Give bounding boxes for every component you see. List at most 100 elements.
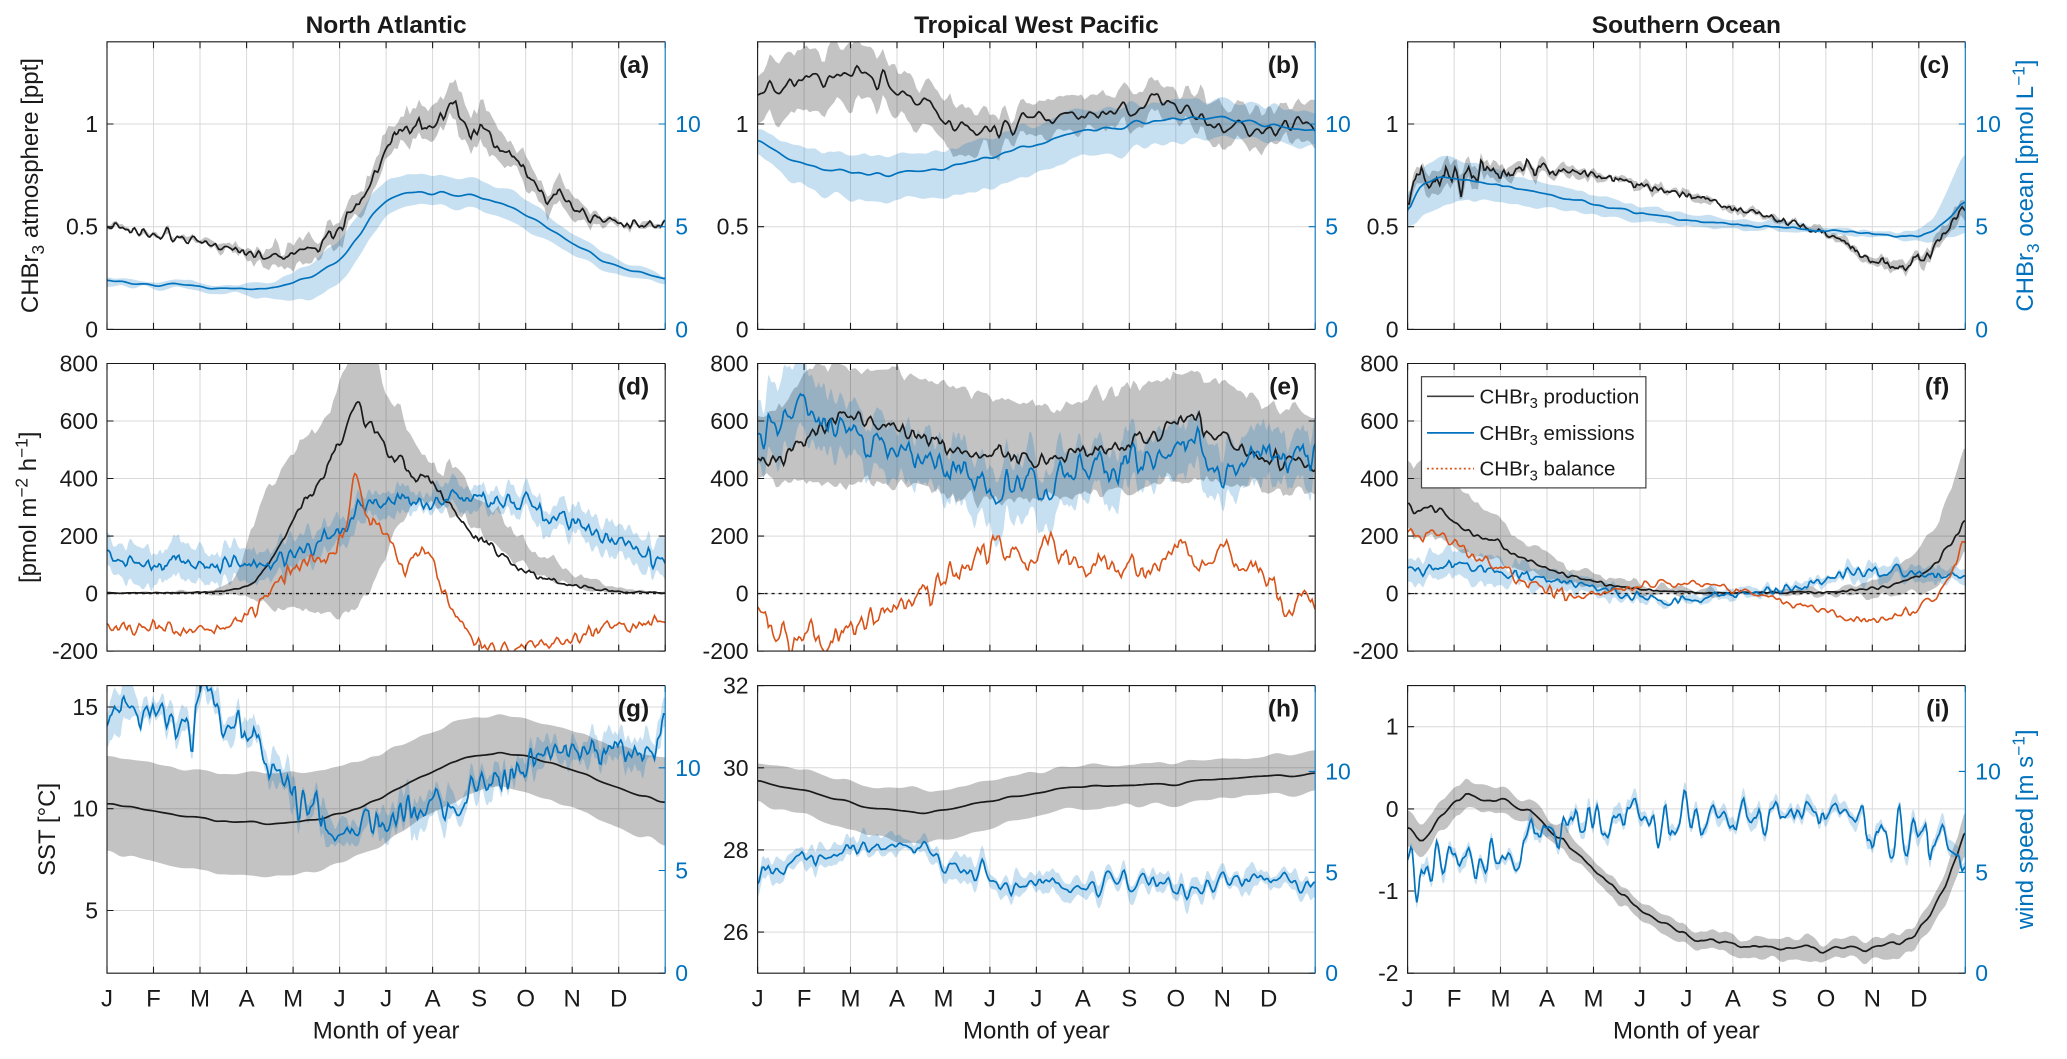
svg-text:400: 400 bbox=[710, 466, 748, 492]
svg-text:15: 15 bbox=[72, 694, 98, 720]
svg-text:(c): (c) bbox=[1919, 52, 1949, 79]
svg-text:M: M bbox=[190, 986, 210, 1013]
svg-text:J: J bbox=[984, 986, 996, 1013]
svg-text:10: 10 bbox=[675, 755, 701, 781]
svg-text:M: M bbox=[1491, 986, 1511, 1013]
svg-text:0: 0 bbox=[1325, 960, 1338, 986]
svg-text:(g): (g) bbox=[618, 696, 649, 723]
svg-text:0: 0 bbox=[85, 581, 98, 607]
svg-text:200: 200 bbox=[60, 523, 98, 549]
svg-text:(b): (b) bbox=[1268, 52, 1299, 79]
svg-text:O: O bbox=[1817, 986, 1836, 1013]
svg-text:32: 32 bbox=[723, 673, 749, 699]
svg-text:0.5: 0.5 bbox=[717, 214, 749, 240]
svg-text:CHBr3​ balance: CHBr3​ balance bbox=[1480, 458, 1616, 485]
svg-text:1: 1 bbox=[1386, 714, 1399, 740]
svg-text:[pmol m−2​ h−1​]: [pmol m−2​ h−1​] bbox=[12, 432, 42, 583]
svg-text:-2: -2 bbox=[1378, 960, 1398, 986]
svg-text:CHBr3​ ocean [pmol L−1​]: CHBr3​ ocean [pmol L−1​] bbox=[2009, 60, 2043, 312]
svg-text:800: 800 bbox=[1360, 351, 1398, 377]
svg-text:1: 1 bbox=[85, 111, 98, 137]
svg-text:400: 400 bbox=[60, 466, 98, 492]
svg-text:5: 5 bbox=[675, 858, 688, 884]
svg-text:D: D bbox=[610, 986, 627, 1013]
svg-text:0: 0 bbox=[675, 960, 688, 986]
svg-text:J: J bbox=[101, 986, 113, 1013]
svg-text:200: 200 bbox=[1360, 523, 1398, 549]
svg-text:O: O bbox=[1166, 986, 1185, 1013]
svg-text:0: 0 bbox=[85, 316, 98, 342]
svg-text:M: M bbox=[841, 986, 861, 1013]
svg-text:10: 10 bbox=[1975, 111, 2001, 137]
svg-text:30: 30 bbox=[723, 755, 749, 781]
svg-text:S: S bbox=[471, 986, 487, 1013]
svg-text:F: F bbox=[1447, 986, 1462, 1013]
svg-text:10: 10 bbox=[72, 796, 98, 822]
svg-text:D: D bbox=[1260, 986, 1277, 1013]
svg-text:(a): (a) bbox=[619, 52, 649, 79]
svg-text:M: M bbox=[283, 986, 303, 1013]
svg-text:0: 0 bbox=[1975, 960, 1988, 986]
svg-text:-1: -1 bbox=[1378, 878, 1398, 904]
svg-text:0: 0 bbox=[1325, 316, 1338, 342]
svg-text:J: J bbox=[1030, 986, 1042, 1013]
svg-text:(i): (i) bbox=[1926, 696, 1949, 723]
svg-text:N: N bbox=[1214, 986, 1231, 1013]
svg-text:D: D bbox=[1910, 986, 1927, 1013]
svg-text:J: J bbox=[1402, 986, 1414, 1013]
svg-text:5: 5 bbox=[1975, 859, 1988, 885]
svg-text:(d): (d) bbox=[618, 374, 649, 401]
svg-text:-200: -200 bbox=[52, 638, 98, 664]
svg-text:0.5: 0.5 bbox=[66, 214, 98, 240]
svg-text:600: 600 bbox=[60, 408, 98, 434]
svg-text:S: S bbox=[1771, 986, 1787, 1013]
svg-text:1: 1 bbox=[1386, 111, 1399, 137]
svg-text:S: S bbox=[1121, 986, 1137, 1013]
svg-text:J: J bbox=[380, 986, 392, 1013]
svg-text:10: 10 bbox=[675, 111, 701, 137]
svg-text:Month of year: Month of year bbox=[963, 1018, 1110, 1045]
svg-text:0: 0 bbox=[1386, 581, 1399, 607]
svg-text:800: 800 bbox=[60, 351, 98, 377]
svg-text:0.5: 0.5 bbox=[1367, 214, 1399, 240]
svg-text:Tropical West Pacific: Tropical West Pacific bbox=[914, 12, 1159, 39]
svg-text:0: 0 bbox=[1386, 796, 1399, 822]
svg-text:0: 0 bbox=[1386, 316, 1399, 342]
svg-text:5: 5 bbox=[1325, 859, 1338, 885]
svg-text:10: 10 bbox=[1975, 758, 2001, 784]
svg-text:SST [°C]: SST [°C] bbox=[34, 783, 61, 876]
svg-text:0: 0 bbox=[1975, 316, 1988, 342]
svg-text:-200: -200 bbox=[703, 638, 749, 664]
svg-text:J: J bbox=[752, 986, 764, 1013]
svg-text:10: 10 bbox=[1325, 758, 1351, 784]
svg-text:CHBr3​ atmosphere [ppt]: CHBr3​ atmosphere [ppt] bbox=[17, 58, 48, 313]
svg-text:CHBr3​ emissions: CHBr3​ emissions bbox=[1480, 422, 1635, 449]
svg-text:Southern Ocean: Southern Ocean bbox=[1592, 12, 1781, 39]
svg-text:800: 800 bbox=[710, 351, 748, 377]
svg-text:A: A bbox=[1075, 986, 1091, 1013]
svg-text:0: 0 bbox=[675, 316, 688, 342]
svg-text:M: M bbox=[934, 986, 954, 1013]
svg-text:N: N bbox=[564, 986, 581, 1013]
svg-text:400: 400 bbox=[1360, 466, 1398, 492]
svg-text:F: F bbox=[797, 986, 812, 1013]
svg-text:CHBr3​ production: CHBr3​ production bbox=[1480, 385, 1640, 412]
svg-text:5: 5 bbox=[675, 214, 688, 240]
svg-text:A: A bbox=[889, 986, 905, 1013]
svg-text:A: A bbox=[425, 986, 441, 1013]
svg-text:-200: -200 bbox=[1353, 638, 1399, 664]
svg-text:A: A bbox=[239, 986, 255, 1013]
svg-text:J: J bbox=[334, 986, 346, 1013]
svg-text:5: 5 bbox=[85, 898, 98, 924]
svg-text:28: 28 bbox=[723, 837, 749, 863]
svg-text:200: 200 bbox=[710, 523, 748, 549]
svg-text:26: 26 bbox=[723, 919, 749, 945]
svg-text:5: 5 bbox=[1325, 214, 1338, 240]
svg-text:Month of year: Month of year bbox=[313, 1018, 460, 1045]
svg-text:600: 600 bbox=[1360, 408, 1398, 434]
svg-text:(h): (h) bbox=[1268, 696, 1299, 723]
svg-text:5: 5 bbox=[1975, 214, 1988, 240]
svg-text:(f): (f) bbox=[1925, 374, 1949, 401]
svg-text:North Atlantic: North Atlantic bbox=[306, 12, 467, 39]
svg-text:A: A bbox=[1725, 986, 1741, 1013]
